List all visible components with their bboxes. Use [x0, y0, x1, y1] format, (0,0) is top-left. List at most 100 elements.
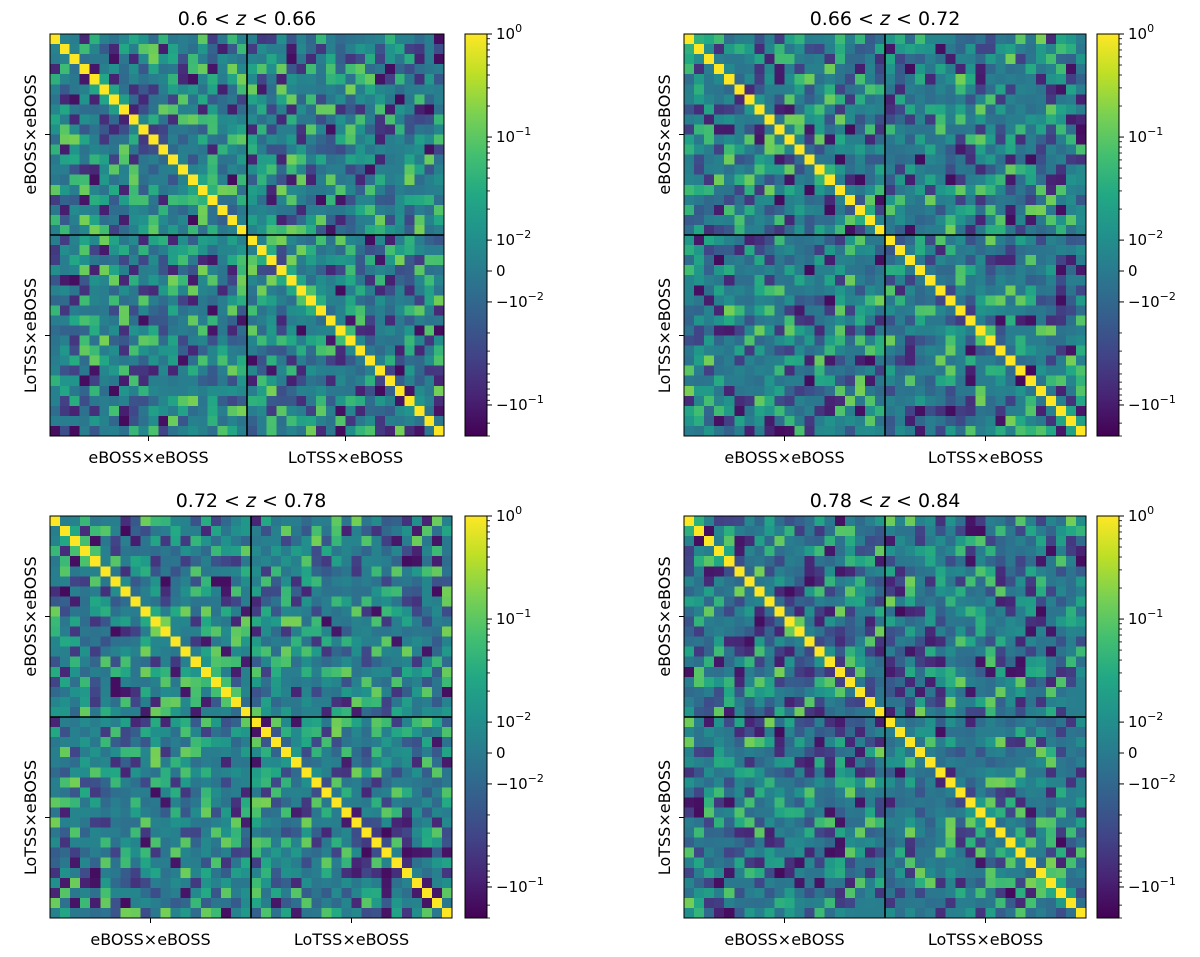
heatmap-cell	[392, 908, 403, 919]
heatmap-cell	[99, 245, 109, 256]
heatmap-cell	[60, 396, 70, 407]
heatmap-cell	[945, 155, 956, 166]
heatmap-cell	[925, 376, 936, 387]
heatmap-cell	[281, 697, 292, 708]
heatmap-cell	[110, 818, 121, 829]
heatmap-cell	[434, 305, 444, 316]
heatmap-cell	[986, 64, 997, 75]
heatmap-cell	[191, 848, 202, 859]
heatmap-cell	[815, 376, 826, 387]
heatmap-cell	[825, 84, 836, 95]
heatmap-cell	[372, 556, 383, 567]
heatmap-cell	[331, 838, 342, 849]
heatmap-cell	[50, 165, 60, 176]
heatmap-cell	[734, 285, 745, 296]
heatmap-cell	[714, 416, 725, 427]
heatmap-cell	[405, 104, 415, 115]
heatmap-cell	[109, 34, 119, 45]
heatmap-cell	[129, 356, 139, 367]
heatmap-cell	[362, 596, 373, 607]
heatmap-cell	[412, 797, 423, 808]
heatmap-cell	[257, 285, 267, 296]
heatmap-cell	[191, 546, 202, 557]
heatmap-cell	[80, 687, 91, 698]
heatmap-cell	[764, 426, 775, 437]
heatmap-cell	[422, 898, 433, 909]
heatmap-cell	[1066, 195, 1077, 206]
heatmap-cell	[130, 697, 141, 708]
heatmap-cell	[1076, 235, 1087, 246]
heatmap-cell	[271, 878, 282, 889]
heatmap-cell	[855, 346, 866, 357]
heatmap-cell	[316, 275, 326, 286]
heatmap-cell	[432, 667, 443, 678]
heatmap-cell	[161, 838, 172, 849]
heatmap-cell	[352, 546, 363, 557]
heatmap-cell	[945, 94, 956, 105]
heatmap-cell	[714, 205, 725, 216]
heatmap-cell	[355, 34, 365, 45]
heatmap-cell	[372, 526, 383, 537]
heatmap-cell	[1016, 315, 1027, 326]
heatmap-cell	[935, 54, 946, 65]
heatmap-cell	[119, 205, 129, 216]
heatmap-cell	[414, 356, 424, 367]
heatmap-cell	[362, 546, 373, 557]
heatmap-cell	[1036, 34, 1047, 45]
heatmap-cell	[734, 356, 745, 367]
heatmap-cell	[70, 275, 80, 286]
heatmap-cell	[1066, 114, 1077, 125]
heatmap-cell	[865, 275, 876, 286]
heatmap-cell	[321, 818, 332, 829]
heatmap-cell	[935, 94, 946, 105]
heatmap-cell	[211, 627, 222, 638]
heatmap-cell	[90, 667, 101, 678]
heatmap-cell	[975, 44, 986, 55]
heatmap-cell	[996, 64, 1007, 75]
heatmap-cell	[925, 195, 936, 206]
heatmap-cell	[704, 295, 715, 306]
heatmap-cell	[774, 215, 785, 226]
heatmap-cell	[158, 285, 168, 296]
heatmap-cell	[110, 627, 121, 638]
heatmap-cell	[336, 215, 346, 226]
heatmap-cell	[965, 346, 976, 357]
heatmap-cell	[815, 426, 826, 437]
heatmap-cell	[60, 235, 70, 246]
heatmap-cell	[975, 155, 986, 166]
heatmap-cell	[694, 325, 705, 336]
heatmap-cell	[955, 245, 966, 256]
heatmap-cell	[221, 807, 232, 818]
heatmap-cell	[352, 667, 363, 678]
heatmap-cell	[171, 606, 182, 617]
heatmap-cell	[181, 787, 192, 798]
heatmap-cell	[434, 185, 444, 196]
heatmap-cell	[432, 737, 443, 748]
heatmap-cell	[805, 215, 816, 226]
heatmap-cell	[80, 315, 90, 326]
heatmap-cell	[291, 767, 302, 778]
heatmap-cell	[168, 64, 178, 75]
heatmap-cell	[217, 175, 227, 186]
heatmap-cell	[257, 245, 267, 256]
heatmap-cell	[785, 255, 796, 266]
heatmap-cell	[1036, 195, 1047, 206]
heatmap-cell	[805, 94, 816, 105]
heatmap-cell	[1066, 366, 1077, 377]
heatmap-cell	[110, 516, 121, 527]
heatmap-cell	[424, 305, 434, 316]
heatmap-cell	[935, 235, 946, 246]
heatmap-cell	[855, 366, 866, 377]
heatmap-cell	[80, 245, 90, 256]
heatmap-cell	[251, 707, 262, 718]
heatmap-cell	[855, 235, 866, 246]
heatmap-cell	[120, 526, 131, 537]
heatmap-cell	[109, 366, 119, 377]
heatmap-cell	[965, 44, 976, 55]
heatmap-cell	[1016, 74, 1027, 85]
heatmap-cell	[1036, 44, 1047, 55]
heatmap-cell	[1056, 175, 1067, 186]
heatmap-cell	[251, 667, 262, 678]
heatmap-cell	[89, 165, 99, 176]
heatmap-cell	[996, 235, 1007, 246]
